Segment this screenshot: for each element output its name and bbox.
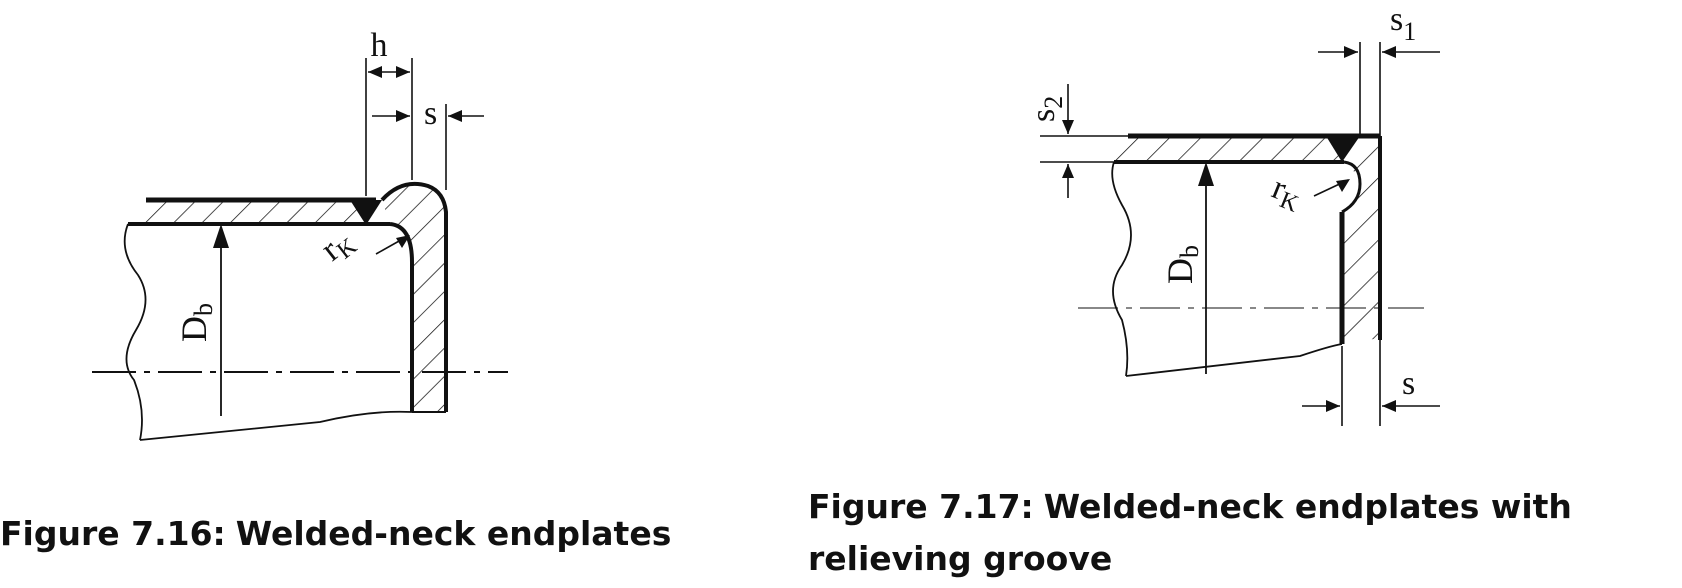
label-r-k: rK xyxy=(314,221,362,271)
endplate xyxy=(1342,136,1380,344)
relieving-groove xyxy=(1341,160,1362,214)
label-s: s xyxy=(1402,365,1415,402)
label-d-b: Db xyxy=(174,303,218,342)
figure-7-16-caption: Figure 7.16: Welded-neck endplates xyxy=(0,508,700,560)
label-d-b: Db xyxy=(1160,245,1204,284)
label-s2: s2 xyxy=(1025,96,1068,122)
break-line xyxy=(1111,161,1132,377)
label-h: h xyxy=(371,27,388,64)
break-line xyxy=(123,223,147,441)
weld-seam xyxy=(1326,136,1360,162)
caption-label: Figure 7.16: xyxy=(0,514,226,553)
weld-seam xyxy=(350,200,382,225)
caption-label: Figure 7.17: xyxy=(808,487,1034,526)
pipe-wall xyxy=(128,200,360,224)
label-s1: s1 xyxy=(1390,1,1416,46)
caption-title: Welded-neck endplates with relieving gro… xyxy=(808,487,1572,578)
figure-7-17-drawing: s1 s2 s rK Db xyxy=(1025,1,1440,426)
caption-title: Welded-neck endplates xyxy=(235,514,672,553)
pipe-wall xyxy=(1114,136,1346,162)
label-r-k: rK xyxy=(1266,169,1309,218)
figure-7-17-caption: Figure 7.17: Welded-neck endplates with r… xyxy=(808,481,1668,585)
figure-7-16-drawing: h s rK Db xyxy=(92,27,508,441)
label-s: s xyxy=(424,95,437,132)
